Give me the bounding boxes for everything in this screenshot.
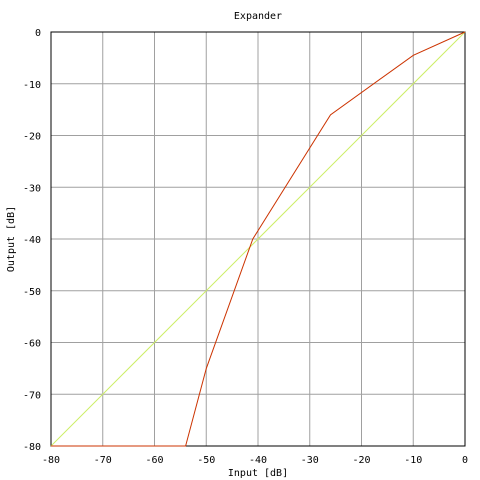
grid — [51, 32, 465, 446]
expander-curve-line — [51, 31, 466, 447]
y-tick-labels: 0 -10 -20 -30 -40 -50 -60 -70 -80 — [23, 28, 41, 453]
x-tick-label: -80 — [42, 455, 60, 466]
plot-frame — [50, 31, 466, 447]
x-tick-label: -50 — [197, 455, 215, 466]
x-tick-label: -60 — [145, 455, 163, 466]
x-axis-label: Input [dB] — [228, 468, 288, 479]
y-tick-label: -80 — [23, 442, 41, 453]
chart-title: Expander — [234, 11, 282, 22]
x-tick-label: -70 — [94, 455, 112, 466]
x-tick-label: -20 — [352, 455, 370, 466]
x-tick-label: -40 — [249, 455, 267, 466]
x-tick-label: -10 — [404, 455, 422, 466]
y-tick-label: 0 — [35, 28, 41, 39]
y-tick-label: -50 — [23, 287, 41, 298]
y-tick-label: -40 — [23, 235, 41, 246]
x-tick-label: 0 — [462, 455, 468, 466]
x-tick-labels: -80 -70 -60 -50 -40 -30 -20 -10 0 — [42, 455, 468, 466]
y-tick-label: -30 — [23, 183, 41, 194]
y-axis-label: Output [dB] — [6, 206, 17, 272]
x-tick-label: -30 — [301, 455, 319, 466]
y-tick-label: -10 — [23, 80, 41, 91]
series-layer — [50, 31, 466, 447]
y-tick-label: -20 — [23, 132, 41, 143]
y-tick-label: -70 — [23, 390, 41, 401]
y-tick-label: -60 — [23, 339, 41, 350]
unity-reference-line — [50, 31, 466, 447]
